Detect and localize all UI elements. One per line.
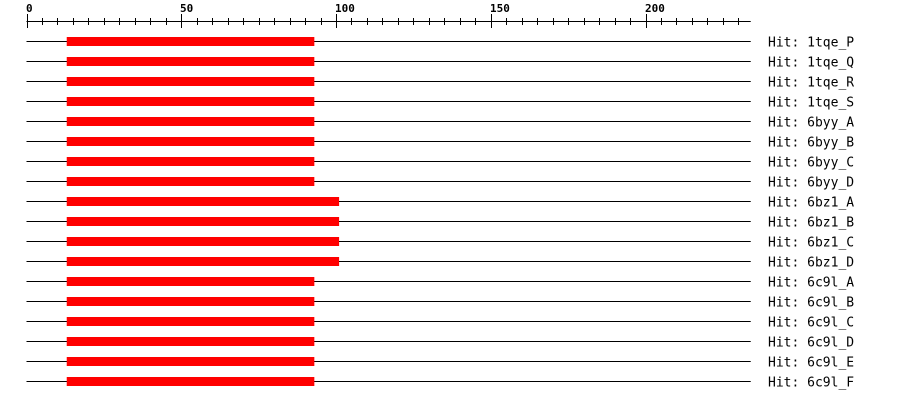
hit-bar	[66, 237, 340, 246]
hit-bar	[66, 117, 315, 126]
hit-label: Hit: 1tqe_R	[768, 76, 854, 91]
hit-bar	[66, 137, 315, 146]
tick-label: 0	[26, 2, 33, 15]
hit-label: Hit: 6c9l_D	[768, 336, 854, 351]
hit-label: Hit: 6c9l_C	[768, 316, 854, 331]
hit-bar	[66, 57, 315, 66]
tick-label: 150	[490, 2, 510, 15]
hit-bar	[66, 77, 315, 86]
hit-label: Hit: 6bz1_C	[768, 236, 854, 251]
hit-bar	[66, 297, 315, 306]
hit-label: Hit: 6byy_B	[768, 136, 854, 151]
hit-label: Hit: 1tqe_P	[768, 36, 854, 51]
hit-bar	[66, 337, 315, 346]
hit-bar	[66, 377, 315, 386]
hit-label: Hit: 6c9l_B	[768, 296, 854, 311]
hit-bar	[66, 177, 315, 186]
hit-bar	[66, 197, 340, 206]
tick-label: 50	[180, 2, 193, 15]
tick-label: 100	[335, 2, 355, 15]
hit-label: Hit: 6c9l_A	[768, 276, 854, 291]
hit-label: Hit: 6bz1_D	[768, 256, 854, 271]
hit-bar	[66, 157, 315, 166]
hit-bar	[66, 37, 315, 46]
hit-bar	[66, 257, 340, 266]
hit-bar	[66, 357, 315, 366]
hit-label: Hit: 6byy_D	[768, 176, 854, 191]
hit-label: Hit: 6bz1_B	[768, 216, 854, 231]
hit-label: Hit: 6byy_A	[768, 116, 854, 131]
hit-label: Hit: 6c9l_E	[768, 356, 854, 371]
hit-label: Hit: 6bz1_A	[768, 196, 854, 211]
hit-label: Hit: 6byy_C	[768, 156, 854, 171]
hit-bar	[66, 97, 315, 106]
hit-bar	[66, 277, 315, 286]
hit-bar	[66, 317, 315, 326]
hit-label: Hit: 1tqe_Q	[768, 56, 854, 71]
tick-label: 200	[645, 2, 665, 15]
hit-label: Hit: 6c9l_F	[768, 376, 854, 391]
hit-label: Hit: 1tqe_S	[768, 96, 854, 111]
hit-bar	[66, 217, 340, 226]
